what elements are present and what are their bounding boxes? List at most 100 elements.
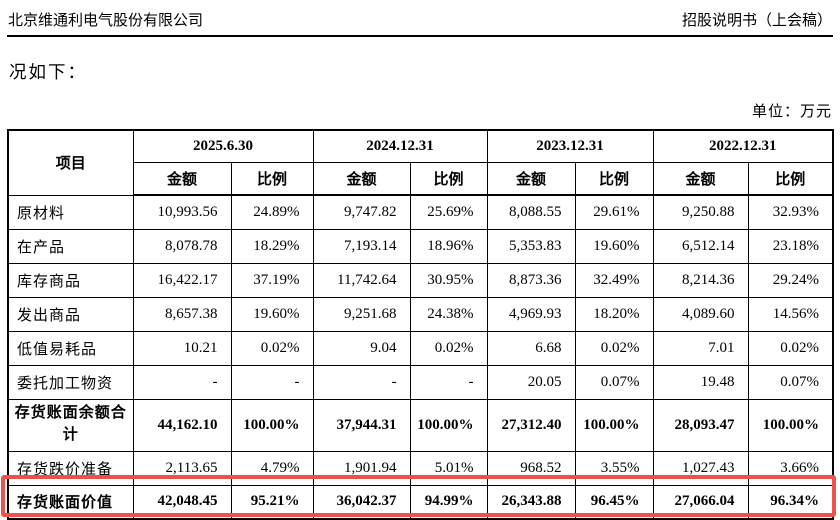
table-cell: 18.29%: [230, 228, 314, 264]
column-subheader-ratio-2: 比例: [574, 162, 654, 196]
row-label: 存货账面余额合计: [7, 398, 134, 452]
table-cell: 44,162.10: [132, 398, 232, 452]
table-cell: 0.07%: [747, 364, 834, 400]
column-header-period-0: 2025.6.30: [132, 129, 314, 163]
column-header-item: 项目: [7, 129, 134, 196]
row-label: 委托加工物资: [7, 364, 134, 400]
document-header: 北京维通利电气股份有限公司 招股说明书（上会稿）: [7, 0, 833, 37]
column-subheader-amount-2: 金额: [486, 162, 576, 196]
table-cell: 7,193.14: [312, 228, 411, 264]
table-cell: -: [312, 364, 411, 400]
table-row: 低值易耗品 10.21 0.02% 9.04 0.02% 6.68 0.02% 7.01 0.0…: [7, 330, 834, 366]
table-cell: 8,214.36: [652, 262, 749, 298]
table-cell: 24.38%: [409, 296, 488, 332]
table-cell: 5,353.83: [486, 228, 576, 264]
row-label: 在产品: [7, 228, 134, 264]
table-body: 原材料 10,993.56 24.89% 9,747.82 25.69% 8,088.55…: [7, 194, 834, 520]
row-label: 低值易耗品: [7, 330, 134, 366]
table-row: 存货账面余额合计 44,162.10 100.00% 37,944.31 100.00%…: [7, 398, 834, 452]
row-label: 存货账面价值: [7, 484, 134, 520]
table-cell: 96.45%: [574, 484, 654, 520]
table-cell: 5.01%: [409, 450, 488, 486]
table-cell: 16,422.17: [132, 262, 232, 298]
row-label: 存货跌价准备: [7, 450, 134, 486]
column-subheader-ratio-1: 比例: [409, 162, 488, 196]
table-row: 在产品 8,078.78 18.29% 7,193.14 18.96% 5,353.83 1…: [7, 228, 834, 264]
table-row: 存货跌价准备 2,113.65 4.79% 1,901.94 5.01% 968.52 3.…: [7, 450, 834, 486]
table-cell: 1,901.94: [312, 450, 411, 486]
table-cell: 24.89%: [230, 194, 314, 230]
column-header-period-3: 2022.12.31: [652, 129, 834, 163]
table-cell: 96.34%: [747, 484, 834, 520]
table-cell: 18.96%: [409, 228, 488, 264]
row-label: 库存商品: [7, 262, 134, 298]
table-cell: -: [409, 364, 488, 400]
table-cell: -: [132, 364, 232, 400]
table-cell: 0.07%: [574, 364, 654, 400]
table-cell: 18.20%: [574, 296, 654, 332]
table-cell: 100.00%: [230, 398, 314, 452]
table-cell: 95.21%: [230, 484, 314, 520]
table-cell: 10,993.56: [132, 194, 232, 230]
table-cell: 8,657.38: [132, 296, 232, 332]
column-subheader-amount-1: 金额: [312, 162, 411, 196]
table-cell: 9,251.68: [312, 296, 411, 332]
table-cell: 7.01: [652, 330, 749, 366]
column-subheader-amount-3: 金额: [652, 162, 749, 196]
row-label: 原材料: [7, 194, 134, 230]
unit-label: 单位：万元: [751, 104, 832, 120]
table-cell: 3.55%: [574, 450, 654, 486]
table-cell: 42,048.45: [132, 484, 232, 520]
table-cell: 27,312.40: [486, 398, 576, 452]
body-text-fragment: 况如下：: [9, 62, 87, 82]
table-cell: 27,066.04: [652, 484, 749, 520]
table-cell: 36,042.37: [312, 484, 411, 520]
table-cell: 4,089.60: [652, 296, 749, 332]
column-subheader-amount-0: 金额: [132, 162, 232, 196]
table-cell: 8,873.36: [486, 262, 576, 298]
table-cell: 968.52: [486, 450, 576, 486]
column-header-period-1: 2024.12.31: [312, 129, 488, 163]
table-cell: 9,747.82: [312, 194, 411, 230]
table-cell: 100.00%: [747, 398, 834, 452]
table-row: 发出商品 8,657.38 19.60% 9,251.68 24.38% 4,969.93…: [7, 296, 834, 332]
table-cell: -: [230, 364, 314, 400]
column-subheader-ratio-0: 比例: [230, 162, 314, 196]
table-cell: 8,088.55: [486, 194, 576, 230]
column-header-period-2: 2023.12.31: [486, 129, 654, 163]
table-header: 项目 2025.6.30 2024.12.31 2023.12.31 2022.12.3…: [7, 129, 834, 196]
document-type-label: 招股说明书（上会稿）: [681, 13, 832, 29]
table-cell: 9.04: [312, 330, 411, 366]
table-cell: 11,742.64: [312, 262, 411, 298]
table-cell: 4,969.93: [486, 296, 576, 332]
table-row: 委托加工物资 - - - -20.05 0.07% 19.48 0.07%: [7, 364, 834, 400]
table-cell: 6,512.14: [652, 228, 749, 264]
table-row: 原材料 10,993.56 24.89% 9,747.82 25.69% 8,088.55…: [7, 194, 834, 230]
table-cell: 0.02%: [747, 330, 834, 366]
table-cell: 37.19%: [230, 262, 314, 298]
company-name: 北京维通利电气股份有限公司: [8, 13, 204, 29]
table-cell: 19.60%: [230, 296, 314, 332]
table-cell: 94.99%: [409, 484, 488, 520]
table-cell: 14.56%: [747, 296, 834, 332]
table-cell: 20.05: [486, 364, 576, 400]
table-cell: 3.66%: [747, 450, 834, 486]
table-cell: 9,250.88: [652, 194, 749, 230]
table-cell: 30.95%: [409, 262, 488, 298]
table-row: 存货账面价值 42,048.45 95.21% 36,042.37 94.99% 26,3…: [7, 484, 834, 520]
table-cell: 2,113.65: [132, 450, 232, 486]
table-cell: 0.02%: [574, 330, 654, 366]
table-cell: 23.18%: [747, 228, 834, 264]
table-cell: 100.00%: [574, 398, 654, 452]
table-cell: 29.24%: [747, 262, 834, 298]
table-cell: 1,027.43: [652, 450, 749, 486]
table-cell: 19.60%: [574, 228, 654, 264]
table-cell: 29.61%: [574, 194, 654, 230]
table-cell: 6.68: [486, 330, 576, 366]
table-cell: 32.93%: [747, 194, 834, 230]
table-cell: 4.79%: [230, 450, 314, 486]
table-row: 库存商品 16,422.17 37.19% 11,742.64 30.95% 8,873.…: [7, 262, 834, 298]
table-cell: 0.02%: [409, 330, 488, 366]
table-cell: 8,078.78: [132, 228, 232, 264]
